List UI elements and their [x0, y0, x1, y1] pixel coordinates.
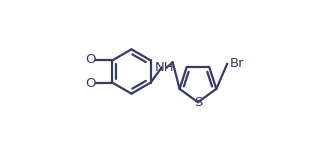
Text: O: O	[85, 53, 96, 66]
Text: O: O	[85, 77, 96, 90]
Text: NH: NH	[155, 61, 174, 74]
Text: S: S	[194, 96, 202, 109]
Text: Br: Br	[230, 57, 245, 70]
